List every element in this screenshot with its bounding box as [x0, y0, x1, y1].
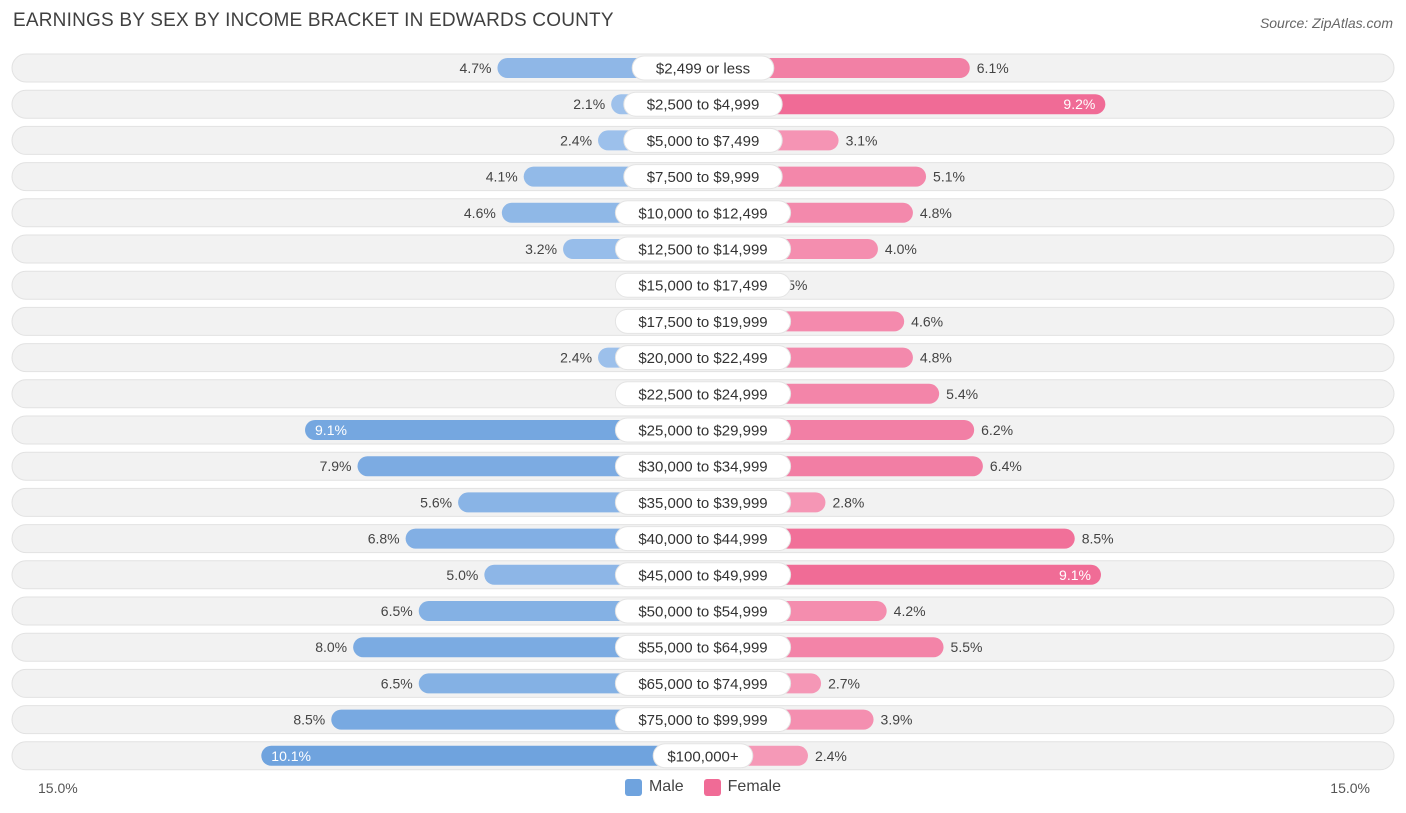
legend-item-male[interactable]: Male: [624, 778, 684, 796]
female-value-label: 4.8%: [920, 350, 952, 366]
female-bar: [703, 528, 1075, 549]
category-pill: [614, 489, 792, 515]
category-label: $100,000+: [667, 748, 739, 765]
male-value-label: 6.5%: [381, 675, 413, 691]
category-pill: [614, 200, 792, 226]
female-value-label: 4.6%: [911, 313, 943, 329]
category-label: $25,000 to $29,999: [638, 423, 767, 440]
category-label: $17,500 to $19,999: [638, 314, 767, 331]
male-value-label: 2.4%: [560, 350, 592, 366]
female-value-label: 4.8%: [920, 205, 952, 221]
female-value-label: 6.4%: [990, 458, 1022, 474]
female-value-label: 6.1%: [977, 60, 1009, 76]
diverging-bar-chart: 4.7% 6.1% $2,499 or less 2.1% 9.2% $2,500 to …: [11, 53, 1395, 771]
category-pill: [614, 526, 792, 552]
female-value-label: 4.2%: [894, 603, 926, 619]
male-value-label: 6.5%: [381, 603, 413, 619]
female-bar: [703, 94, 1106, 115]
category-label: $40,000 to $44,999: [638, 531, 767, 548]
category-pill: [614, 670, 792, 696]
category-pill: [614, 417, 792, 443]
male-value-label: 8.5%: [293, 712, 325, 728]
legend-item-female[interactable]: Female: [703, 778, 782, 796]
axis-right-label: 15.0%: [1330, 780, 1370, 796]
category-pill: [614, 236, 792, 262]
axis-left-label: 15.0%: [38, 780, 78, 796]
category-pill: [614, 634, 792, 660]
category-pill: [623, 164, 783, 190]
female-value-label: 9.2%: [1063, 96, 1095, 112]
chart-title: EARNINGS BY SEX BY INCOME BRACKET IN EDW…: [13, 10, 614, 31]
male-value-label: 4.7%: [460, 60, 492, 76]
category-label: $35,000 to $39,999: [638, 495, 767, 512]
female-value-label: 5.1%: [933, 169, 965, 185]
category-label: $2,500 to $4,999: [647, 97, 760, 114]
female-value-label: 6.2%: [981, 422, 1013, 438]
female-value-label: 2.4%: [815, 748, 847, 764]
category-label: $55,000 to $64,999: [638, 640, 767, 657]
category-pill: [623, 127, 783, 153]
female-bar: [703, 564, 1101, 585]
male-value-label: 7.9%: [320, 458, 352, 474]
category-label: $20,000 to $22,499: [638, 350, 767, 367]
category-label: $12,500 to $14,999: [638, 242, 767, 259]
category-label: $75,000 to $99,999: [638, 712, 767, 729]
category-label: $65,000 to $74,999: [638, 676, 767, 693]
category-pill: [623, 91, 783, 117]
legend-swatch-male: [624, 778, 642, 796]
female-value-label: 9.1%: [1059, 567, 1091, 583]
category-label: $2,499 or less: [656, 61, 750, 78]
category-label: $30,000 to $34,999: [638, 459, 767, 476]
female-value-label: 3.1%: [846, 132, 878, 148]
female-value-label: 2.8%: [832, 494, 864, 510]
male-bar: [305, 420, 703, 440]
category-label: $15,000 to $17,499: [638, 278, 767, 295]
male-value-label: 10.1%: [271, 748, 311, 764]
category-pill: [614, 562, 792, 588]
category-pill: [631, 55, 775, 81]
category-pill: [614, 707, 792, 733]
legend-label-female: Female: [727, 778, 782, 795]
category-label: $22,500 to $24,999: [638, 386, 767, 403]
legend: Male Female: [0, 778, 1406, 796]
female-value-label: 5.5%: [951, 639, 983, 655]
male-value-label: 3.2%: [525, 241, 557, 257]
category-label: $5,000 to $7,499: [647, 133, 760, 150]
male-value-label: 8.0%: [315, 639, 347, 655]
female-value-label: 3.9%: [881, 712, 913, 728]
male-value-label: 9.1%: [315, 422, 347, 438]
male-value-label: 5.6%: [420, 494, 452, 510]
legend-swatch-female: [703, 778, 721, 796]
female-value-label: 4.0%: [885, 241, 917, 257]
male-bar: [331, 709, 703, 730]
male-value-label: 4.6%: [464, 205, 496, 221]
category-label: $45,000 to $49,999: [638, 567, 767, 584]
category-pill: [614, 345, 792, 371]
male-value-label: 6.8%: [368, 531, 400, 547]
source-label: Source: ZipAtlas.com: [1259, 15, 1393, 31]
category-pill: [614, 453, 792, 479]
category-pill: [652, 743, 754, 769]
category-pill: [614, 598, 792, 624]
male-bar: [353, 637, 703, 658]
male-value-label: 2.1%: [573, 96, 605, 112]
female-value-label: 5.4%: [946, 386, 978, 402]
female-value-label: 8.5%: [1082, 531, 1114, 547]
category-pill: [614, 381, 792, 407]
category-label: $50,000 to $54,999: [638, 604, 767, 621]
male-value-label: 2.4%: [560, 132, 592, 148]
male-value-label: 5.0%: [446, 567, 478, 583]
male-bar: [261, 745, 703, 766]
female-value-label: 2.7%: [828, 675, 860, 691]
category-pill: [614, 308, 792, 334]
legend-label-male: Male: [648, 778, 684, 795]
category-label: $10,000 to $12,499: [638, 205, 767, 222]
category-pill: [614, 272, 792, 298]
male-value-label: 4.1%: [486, 169, 518, 185]
category-label: $7,500 to $9,999: [647, 169, 760, 186]
